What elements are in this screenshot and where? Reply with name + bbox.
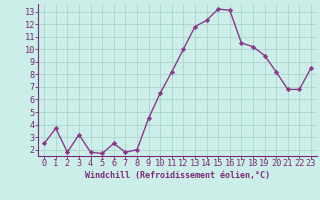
X-axis label: Windchill (Refroidissement éolien,°C): Windchill (Refroidissement éolien,°C)	[85, 171, 270, 180]
